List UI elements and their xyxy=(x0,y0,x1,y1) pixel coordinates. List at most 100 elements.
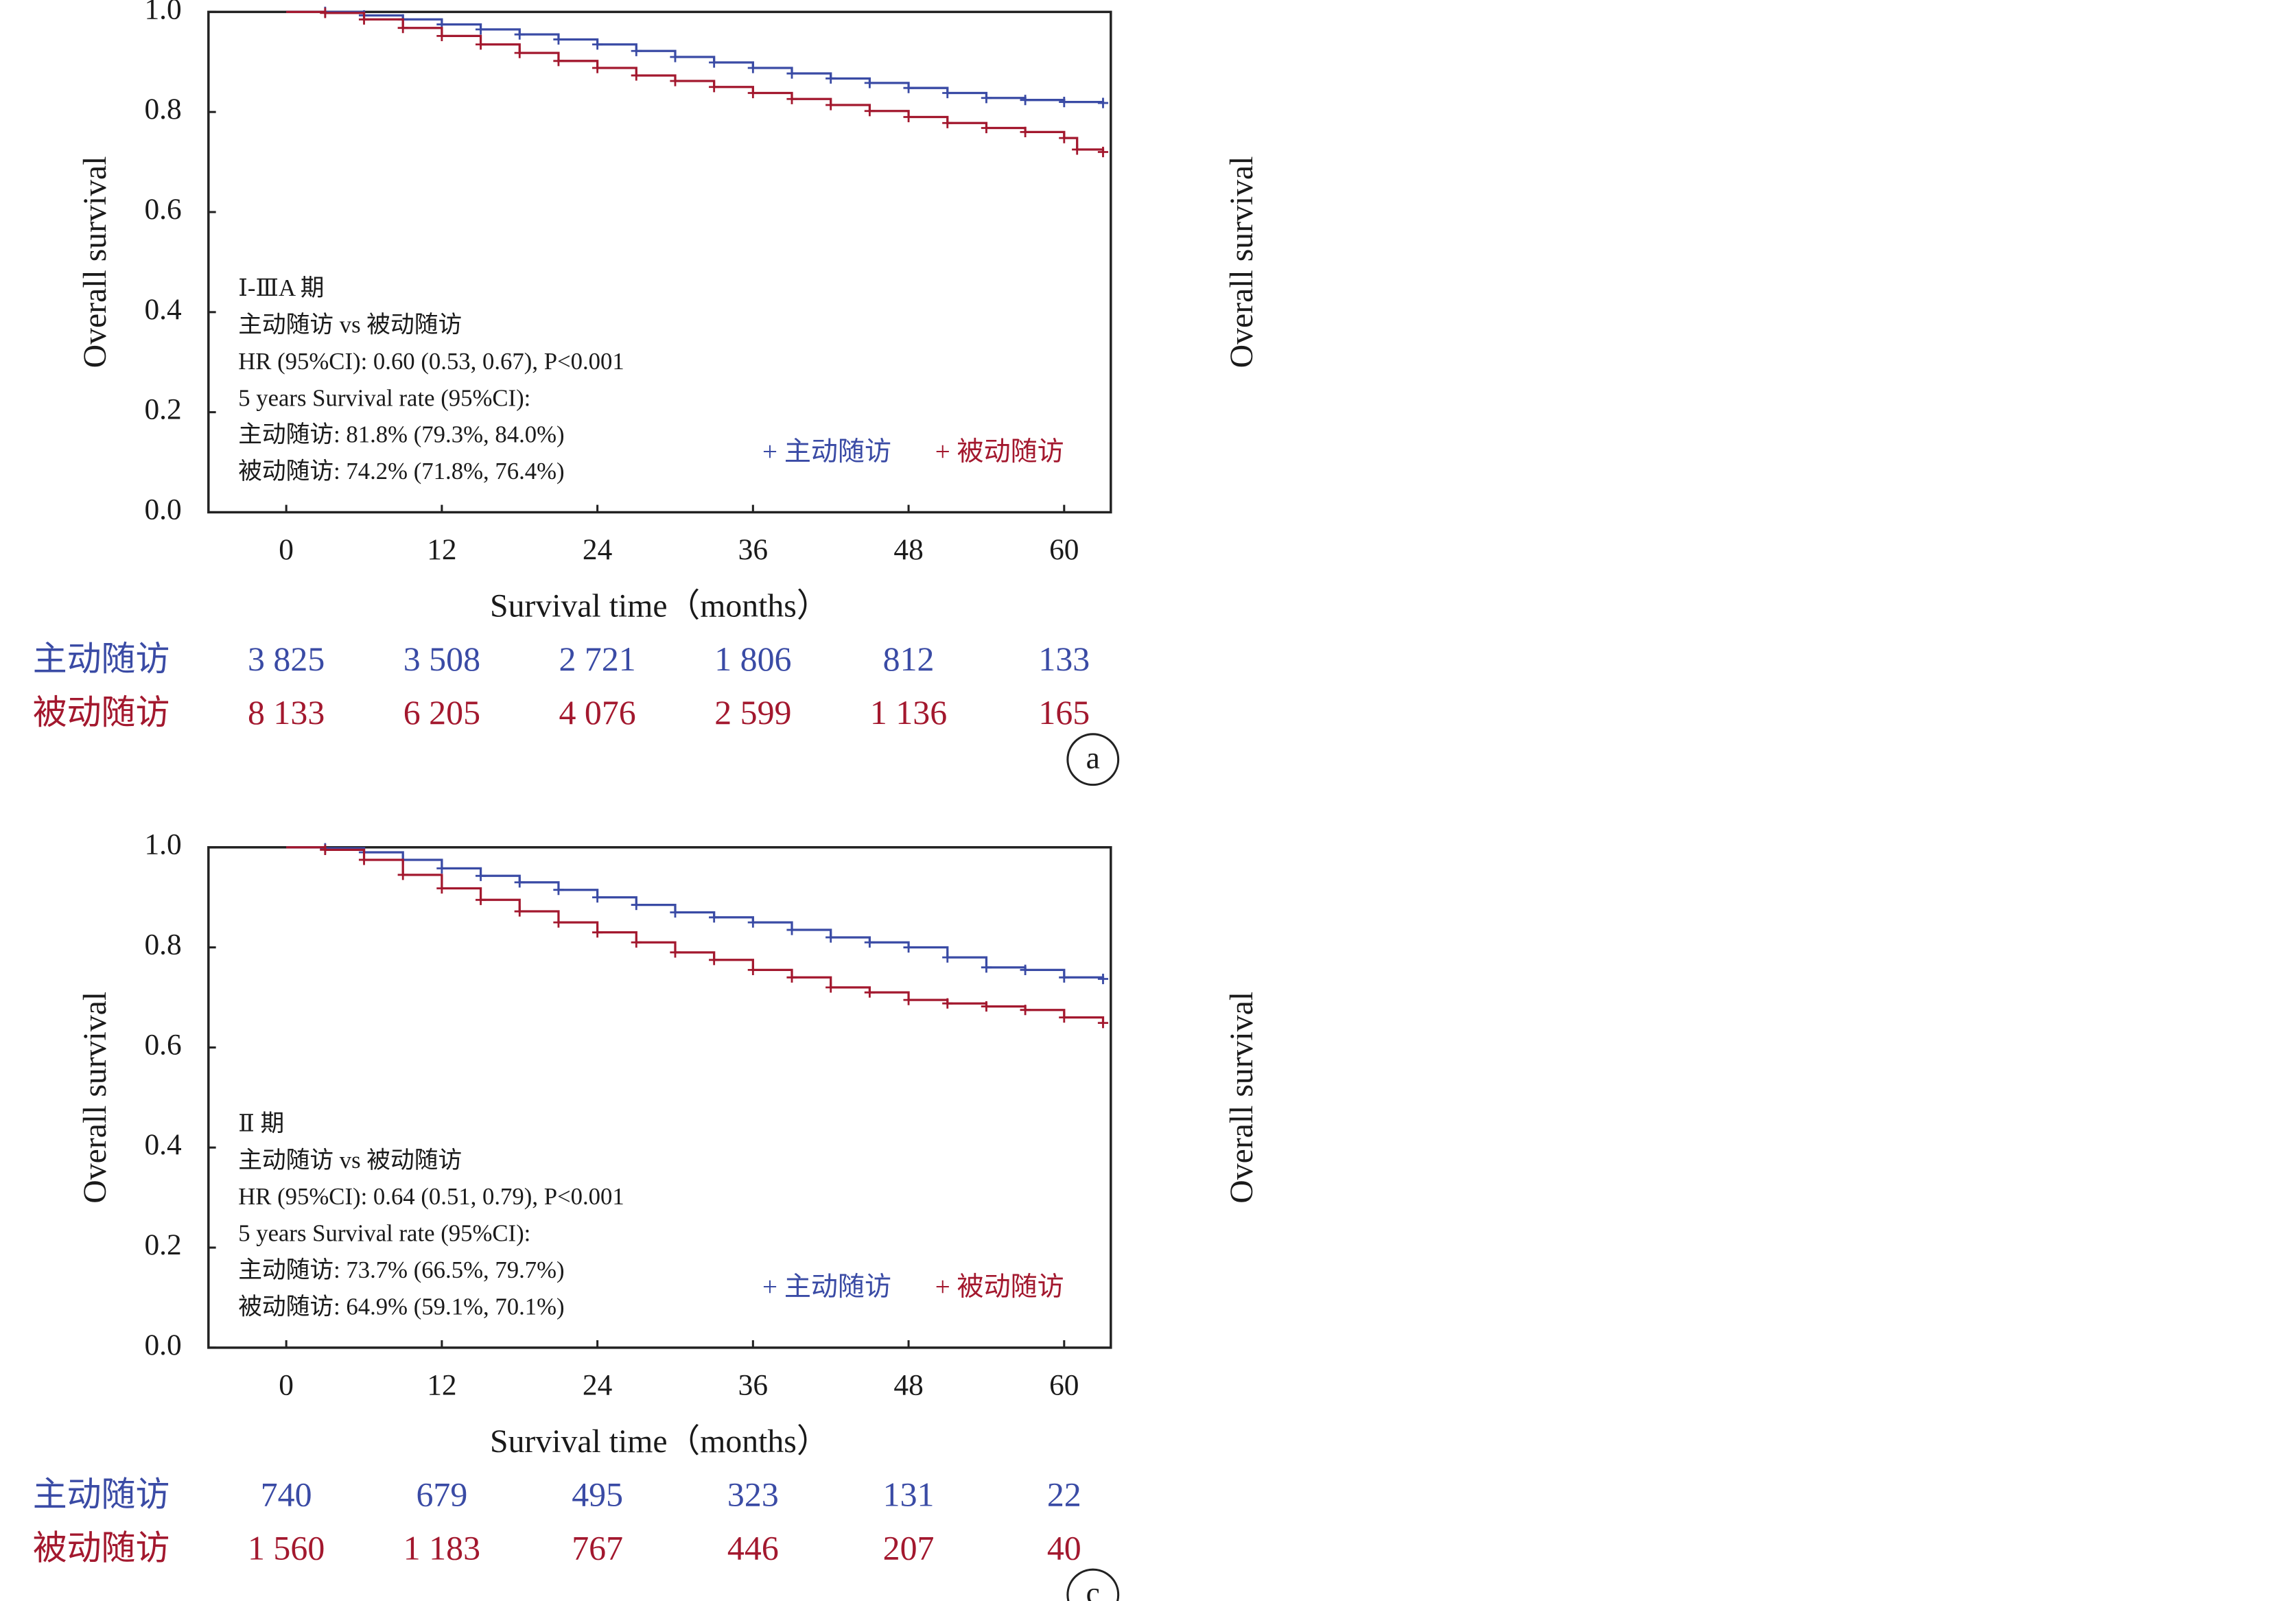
censor-mark xyxy=(358,14,370,25)
censor-mark xyxy=(903,942,914,953)
censor-mark xyxy=(592,892,603,903)
risk-count-passive: 1 560 xyxy=(248,1530,325,1567)
annotation-line: 5 years Survival rate (95%CI): xyxy=(238,1220,530,1247)
y-tick-label: 0.4 xyxy=(144,293,182,326)
x-tick-label: 60 xyxy=(1049,533,1079,566)
censor-mark xyxy=(436,863,447,874)
annotation-line: 5 years Survival rate (95%CI): xyxy=(238,384,530,411)
panel-label-circle xyxy=(1066,1568,1120,1601)
censor-mark xyxy=(903,111,914,123)
censor-mark xyxy=(514,906,525,917)
y-axis-title: Overall survival xyxy=(77,156,113,368)
risk-count-active: 812 xyxy=(883,640,935,678)
censor-mark xyxy=(631,45,642,56)
censor-mark xyxy=(1059,972,1070,983)
censor-mark xyxy=(1059,97,1070,108)
chart-panel-c: 0.0 0.2 0.4 0.6 0.8 1.0 0 12 24 36 48 60 Overall sur… xyxy=(33,828,1120,1601)
annotation-line: 主动随访: 81.8% (79.3%, 84.0%) xyxy=(238,421,564,448)
risk-count-passive: 4 076 xyxy=(559,694,635,732)
censor-mark xyxy=(825,982,836,993)
risk-count-passive: 767 xyxy=(572,1530,623,1567)
survival-curve-passive xyxy=(286,846,1105,1023)
panel-label: a xyxy=(1086,740,1100,775)
risk-count-passive: 207 xyxy=(883,1530,935,1567)
censor-mark xyxy=(709,912,720,923)
x-tick-label: 48 xyxy=(893,1368,923,1401)
censor-mark xyxy=(1072,144,1083,155)
x-tick-label: 0 xyxy=(279,533,294,566)
survival-curve-passive xyxy=(286,10,1105,152)
censor-mark xyxy=(786,68,797,79)
risk-count-passive: 1 183 xyxy=(403,1530,480,1567)
censor-mark xyxy=(475,39,487,50)
censor-mark xyxy=(747,62,758,73)
censor-mark xyxy=(1097,1018,1109,1029)
censor-mark xyxy=(942,87,953,99)
risk-label-active: 主动随访 xyxy=(33,1475,170,1513)
y-axis-title: Overall survival xyxy=(1223,992,1260,1204)
annotation-line: Ⅱ 期 xyxy=(238,1110,284,1136)
risk-count-active: 3 825 xyxy=(248,640,325,678)
censor-mark xyxy=(1020,126,1031,137)
x-tick-label: 48 xyxy=(893,533,923,566)
censor-mark xyxy=(592,927,603,938)
censor-mark xyxy=(397,23,408,34)
censor-mark xyxy=(592,39,603,50)
x-tick-label: 60 xyxy=(1049,1368,1079,1401)
y-tick-label: 0.2 xyxy=(144,1228,181,1261)
censor-mark xyxy=(942,952,953,963)
x-tick-label: 36 xyxy=(738,1368,768,1401)
panel-label: c xyxy=(1086,1576,1100,1601)
risk-count-active: 323 xyxy=(727,1475,779,1513)
censor-mark xyxy=(1020,1005,1031,1016)
censor-mark xyxy=(864,987,875,998)
censor-mark xyxy=(670,75,681,86)
risk-count-passive: 1 136 xyxy=(870,694,947,732)
censor-mark xyxy=(747,964,758,975)
censor-mark xyxy=(825,100,836,110)
censor-mark xyxy=(981,1001,992,1012)
censor-mark xyxy=(475,24,487,35)
annotation-line: HR (95%CI): 0.60 (0.53, 0.67), P<0.001 xyxy=(238,348,624,375)
censor-mark xyxy=(864,106,875,117)
censor-mark xyxy=(709,955,720,966)
censor-mark xyxy=(1097,973,1109,985)
censor-mark xyxy=(553,885,564,896)
censor-mark xyxy=(631,70,642,81)
x-axis-title: Survival time（months） xyxy=(490,1423,830,1460)
risk-label-active: 主动随访 xyxy=(33,640,170,678)
censor-mark xyxy=(981,962,992,973)
censor-mark xyxy=(670,947,681,958)
risk-count-passive: 6 205 xyxy=(403,694,480,732)
y-tick-label: 0.2 xyxy=(144,393,181,426)
censor-mark xyxy=(358,854,370,865)
censor-mark xyxy=(1020,964,1031,975)
censor-mark xyxy=(942,117,953,128)
annotation-line: 被动随访: 64.9% (59.1%, 70.1%) xyxy=(238,1293,564,1320)
x-axis-title: Survival time（months） xyxy=(490,587,830,624)
risk-label-passive: 被动随访 xyxy=(33,694,170,732)
legend-active: + 主动随访 xyxy=(762,1272,891,1302)
annotation-line: 主动随访 vs 被动随访 xyxy=(238,1147,462,1173)
risk-count-active: 495 xyxy=(572,1475,623,1513)
censor-mark xyxy=(320,8,331,19)
panel-label-circle xyxy=(1066,733,1120,786)
censor-mark xyxy=(864,937,875,948)
x-tick-label: 12 xyxy=(427,533,456,566)
censor-mark xyxy=(1059,132,1070,143)
risk-label-passive: 被动随访 xyxy=(33,1530,170,1567)
censor-mark xyxy=(553,56,564,67)
annotation-line: 主动随访 vs 被动随访 xyxy=(238,312,462,338)
x-tick-label: 24 xyxy=(583,533,613,566)
risk-count-active: 131 xyxy=(883,1475,935,1513)
plot-frame xyxy=(207,10,1112,514)
censor-mark xyxy=(981,122,992,134)
x-tick-label: 24 xyxy=(583,1368,613,1401)
censor-mark xyxy=(1059,1012,1070,1023)
y-tick-label: 0.4 xyxy=(144,1128,182,1161)
chart-panel-a: 0.0 0.2 0.4 0.6 0.8 1.0 0 12 24 36 48 60 Overall sur… xyxy=(33,0,1120,786)
y-tick-label: 1.0 xyxy=(144,0,181,25)
censor-mark xyxy=(942,998,953,1009)
